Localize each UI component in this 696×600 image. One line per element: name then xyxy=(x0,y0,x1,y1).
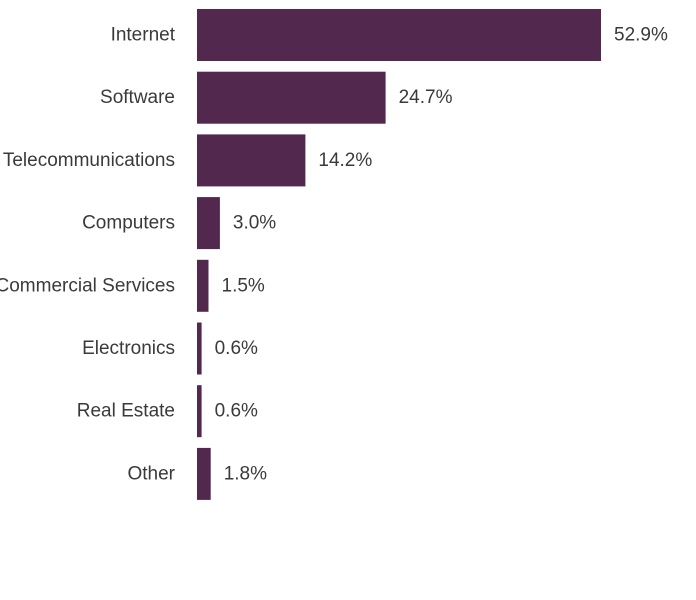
category-label-commercial-services: Commercial Services xyxy=(0,275,175,296)
value-label-telecommunications: 14.2% xyxy=(318,150,372,171)
value-label-electronics: 0.6% xyxy=(215,338,258,359)
value-label-internet: 52.9% xyxy=(614,25,668,46)
category-label-computers: Computers xyxy=(82,213,175,234)
category-label-real-estate: Real Estate xyxy=(77,401,175,422)
value-labels-group: 52.9% 24.7% 14.2% 3.0% 1.5% 0.6% 0.6% 1.8% xyxy=(215,25,668,485)
category-label-other: Other xyxy=(127,463,175,484)
category-label-software: Software xyxy=(100,87,175,108)
bar-commercial-services xyxy=(197,259,209,312)
bar-computers xyxy=(197,197,220,250)
value-label-software: 24.7% xyxy=(399,87,453,108)
category-label-internet: Internet xyxy=(111,25,176,46)
value-label-real-estate: 0.6% xyxy=(215,401,258,422)
category-label-telecommunications: Telecommunications xyxy=(3,150,175,171)
value-label-computers: 3.0% xyxy=(233,213,276,234)
bar-software xyxy=(197,71,386,124)
category-label-electronics: Electronics xyxy=(82,338,175,359)
bar-other xyxy=(197,447,211,500)
bar-electronics xyxy=(197,322,202,375)
bar-internet xyxy=(197,9,601,61)
category-labels-group: Internet Software Telecommunications Comput… xyxy=(0,25,176,485)
bar-real-estate xyxy=(197,385,202,438)
value-label-other: 1.8% xyxy=(224,463,267,484)
bars-group xyxy=(197,9,601,500)
value-label-commercial-services: 1.5% xyxy=(222,275,265,296)
bar-telecommunications xyxy=(197,134,306,187)
